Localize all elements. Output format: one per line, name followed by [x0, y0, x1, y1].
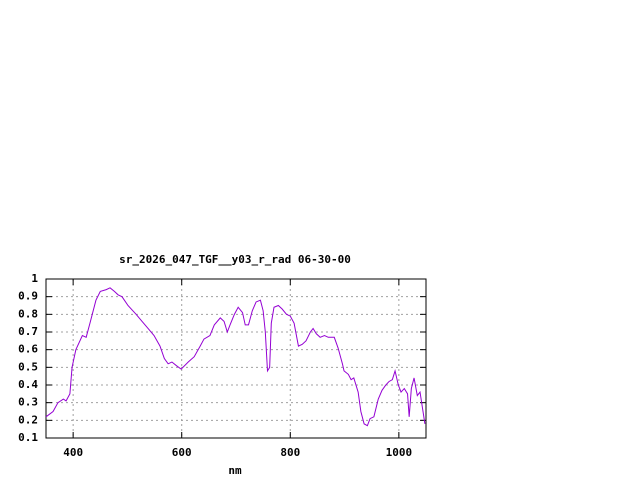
x-tick-label: 1000 [386, 446, 413, 459]
y-tick-label: 0.6 [18, 343, 38, 356]
x-tick-label: 400 [63, 446, 83, 459]
y-tick-label: 0.8 [18, 307, 38, 320]
x-axis-label: nm [228, 464, 242, 477]
plot-border [45, 278, 427, 439]
y-tick-label: 0.7 [18, 325, 38, 338]
chart-title: sr_2026_047_TGF__y03_r_rad 06-30-00 [119, 253, 351, 266]
y-tick-label: 0.2 [18, 413, 38, 426]
data-line [45, 287, 426, 427]
y-tick-label: 0.9 [18, 290, 38, 303]
y-tick-label: 1 [31, 272, 38, 285]
y-tick-label: 0.3 [18, 396, 38, 409]
x-tick-label: 600 [172, 446, 192, 459]
y-tick-label: 0.4 [18, 378, 38, 391]
x-tick-label: 800 [280, 446, 300, 459]
y-tick-label: 0.1 [18, 431, 38, 444]
y-tick-label: 0.5 [18, 360, 38, 373]
